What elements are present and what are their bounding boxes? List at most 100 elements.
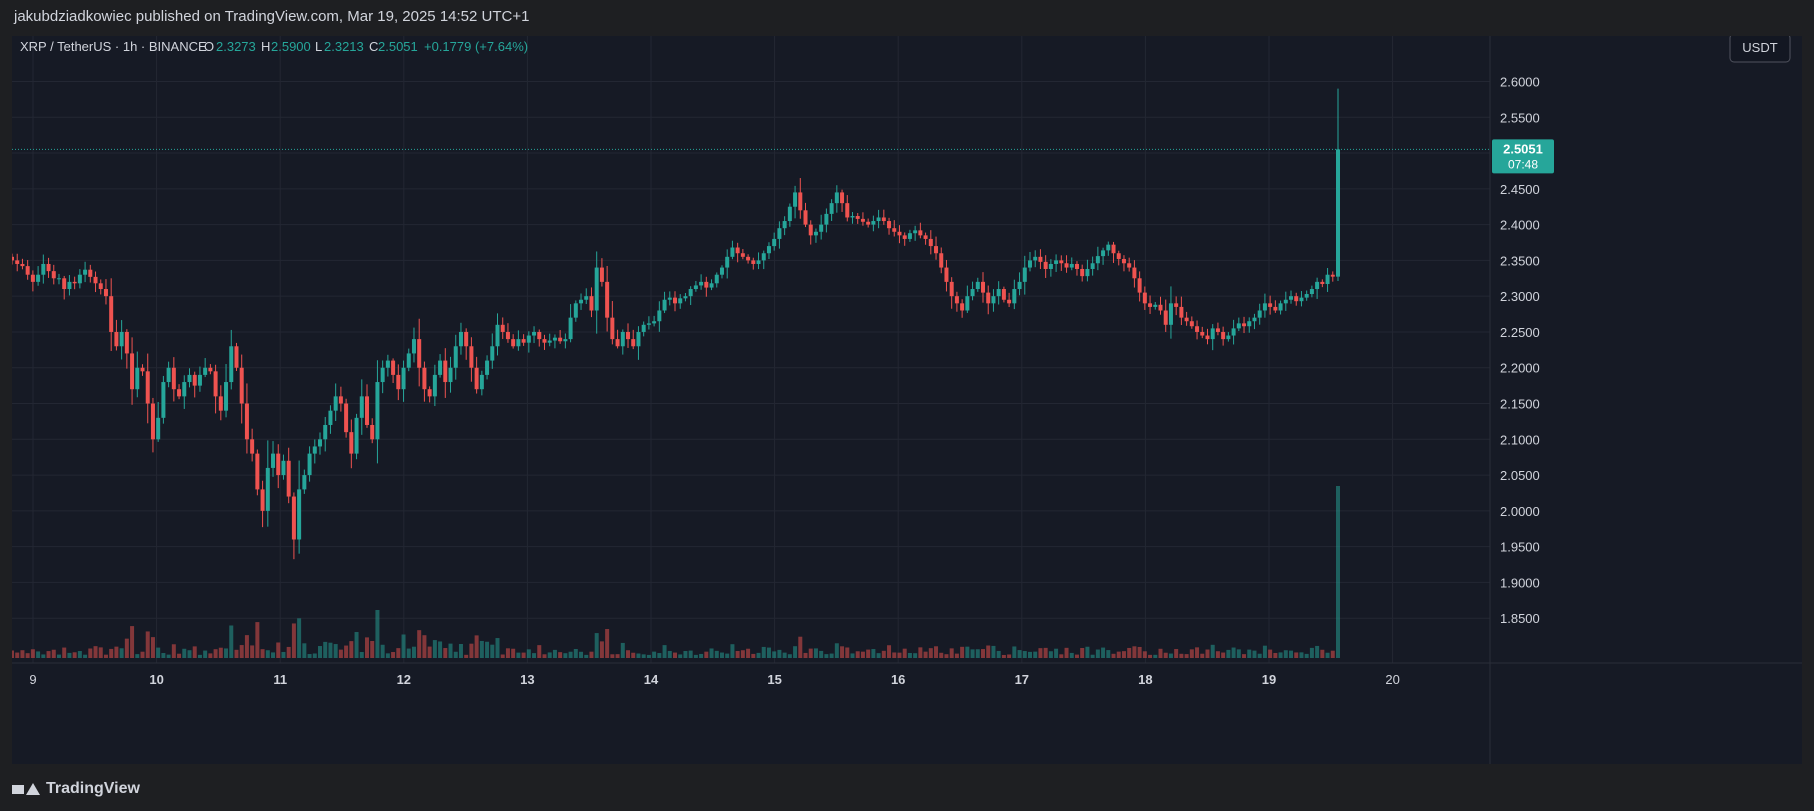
candle-body [907, 233, 912, 239]
candle-body [333, 396, 338, 411]
volume-bar [406, 648, 411, 658]
volume-bar [1315, 645, 1320, 658]
candle-body [1179, 306, 1184, 318]
candle-body [140, 367, 145, 372]
volume-bar [114, 646, 119, 658]
candle-body [385, 360, 390, 368]
volume-bar [12, 650, 14, 658]
candle-body [1309, 289, 1314, 295]
volume-bar [584, 654, 589, 658]
volume-bar [119, 648, 124, 658]
candle-body [683, 296, 688, 299]
candle-body [1330, 274, 1335, 277]
volume-bar [1064, 647, 1069, 658]
volume-bar [411, 646, 416, 658]
time-tick-label: 16 [891, 672, 905, 687]
volume-bar [187, 650, 192, 658]
volume-bar [1195, 647, 1200, 658]
candlestick-chart[interactable]: 2.60002.55002.50002.45002.40002.35002.30… [12, 36, 1802, 764]
volume-bar [589, 651, 594, 658]
candle-body [693, 285, 698, 290]
volume-bar [1168, 653, 1173, 658]
candle-body [902, 235, 907, 239]
volume-bar [391, 652, 396, 658]
volume-bar [448, 643, 453, 658]
volume-bar [615, 654, 620, 658]
candle-body [271, 453, 276, 468]
volume-bar [505, 648, 510, 658]
volume-bar [824, 654, 829, 658]
candle-body [281, 460, 286, 476]
volume-bar [239, 645, 244, 658]
candle-body [1132, 267, 1137, 279]
candle-body [411, 339, 416, 354]
candle-body [594, 267, 599, 311]
chart-panel[interactable]: 2.60002.55002.50002.45002.40002.35002.30… [12, 36, 1802, 764]
candle-body [1210, 328, 1215, 340]
currency-button[interactable]: USDT [1729, 36, 1791, 63]
legend-h-value: 2.5900 [271, 39, 311, 54]
candle-body [218, 396, 223, 411]
volume-bar [751, 653, 756, 658]
candle-body [965, 296, 970, 311]
candle-body [1200, 331, 1205, 336]
volume-bar [234, 649, 239, 658]
volume-bar [150, 637, 155, 658]
candle-body [746, 256, 751, 261]
volume-bar [1221, 652, 1226, 658]
price-tick-label: 2.1000 [1500, 432, 1540, 447]
candle-body [782, 221, 787, 229]
volume-bar [51, 649, 56, 658]
volume-bars [12, 486, 1340, 658]
tradingview-logo-icon [12, 783, 40, 795]
volume-bar [1012, 646, 1017, 658]
volume-bar [892, 652, 897, 658]
candle-body [1127, 263, 1132, 268]
time-tick-label: 14 [644, 672, 659, 687]
candle-body [286, 460, 291, 497]
candle-body [730, 247, 735, 257]
candle-body [923, 235, 928, 239]
volume-bar [855, 651, 860, 658]
volume-bar [610, 654, 615, 658]
price-tick-label: 2.3000 [1500, 289, 1540, 304]
footer-brand: TradingView [46, 780, 140, 797]
candle-body [1320, 281, 1325, 285]
volume-bar [1289, 650, 1294, 658]
legend: XRP / TetherUS · 1h · BINANCE O 2.3273 H… [20, 39, 528, 54]
volume-bar [1226, 649, 1231, 658]
volume-bar [224, 648, 229, 658]
candle-body [30, 274, 35, 282]
price-tick-label: 2.4000 [1500, 218, 1540, 233]
volume-bar [981, 649, 986, 658]
volume-bar [1095, 649, 1100, 658]
volume-bar [396, 648, 401, 658]
volume-bar [808, 648, 813, 658]
candle-body [109, 296, 114, 332]
candle-body [1048, 263, 1053, 269]
candle-body [620, 331, 625, 347]
volume-bar [130, 626, 135, 658]
candle-body [1069, 263, 1074, 268]
volume-bar [813, 648, 818, 658]
candle-body [808, 224, 813, 236]
candle-body [678, 298, 683, 304]
volume-bar [25, 653, 30, 658]
candle-body [579, 299, 584, 304]
candle-body [641, 324, 646, 332]
candle-body [824, 213, 829, 225]
volume-bar [1158, 648, 1163, 658]
candle-body [344, 403, 349, 433]
candle-body [981, 281, 986, 293]
candle-body [667, 297, 672, 300]
volume-bar [1268, 649, 1273, 658]
price-tick-label: 2.6000 [1500, 75, 1540, 90]
candle-body [1012, 289, 1017, 304]
candle-body [312, 446, 317, 454]
candle-body [375, 382, 380, 440]
volume-bar [1054, 648, 1059, 658]
volume-bar [422, 635, 427, 658]
time-axis[interactable]: 9 10 11 12 13 14 15 16 17 18 19 20 [12, 662, 1802, 687]
candle-body [918, 230, 923, 236]
volume-bar [1017, 650, 1022, 658]
